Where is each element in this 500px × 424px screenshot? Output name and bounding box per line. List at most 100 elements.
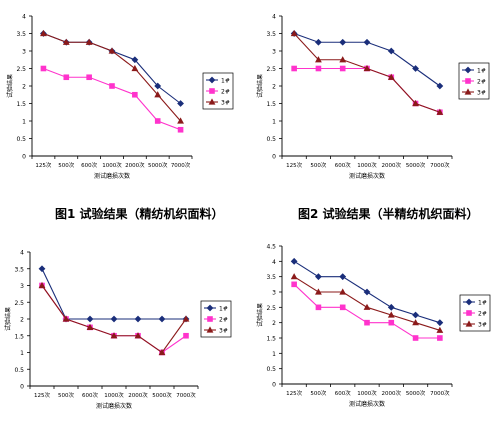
- data-point: [154, 91, 162, 98]
- data-point: [132, 91, 138, 98]
- data-point: [436, 108, 444, 115]
- data-point: [364, 319, 370, 326]
- data-point: [339, 38, 347, 46]
- x-tick-label: 1000次: [357, 389, 377, 397]
- series-3: [290, 273, 444, 333]
- y-tick-label: 2: [22, 84, 26, 91]
- data-point: [315, 288, 322, 295]
- data-point: [62, 315, 70, 322]
- data-point: [86, 315, 94, 323]
- data-point: [85, 38, 93, 45]
- chart-1-fine-worsted: 0 0.5 1 1.5 2 2.5 3 3.5 4 125次 500次 600次 1000次 2000次 5…: [6, 14, 234, 180]
- x-tick-label: 5000次: [406, 389, 426, 397]
- data-point: [158, 315, 166, 323]
- series-1: [290, 257, 444, 327]
- y-tick-label: 3: [272, 49, 276, 56]
- x-axis-ticks: 125次 500次 600次 1000次 2000次 5000次 7000次: [281, 384, 453, 397]
- x-tick-label: 600次: [335, 389, 351, 397]
- data-point: [315, 38, 322, 46]
- data-point: [86, 323, 94, 330]
- data-point: [86, 74, 92, 81]
- y-tick-label: 0: [20, 384, 24, 391]
- data-point: [315, 56, 322, 63]
- y-tick-label: 2.5: [14, 300, 24, 307]
- x-tick-label: 125次: [34, 391, 50, 399]
- legend-marker: [208, 76, 216, 84]
- y-tick-label: 0.5: [266, 366, 276, 373]
- series-2: [40, 65, 184, 133]
- data-point: [388, 319, 395, 326]
- y-axis-title: 试验结果: [6, 74, 14, 98]
- y-tick-label: 4.5: [266, 244, 276, 251]
- data-point: [387, 73, 395, 80]
- series-3: [38, 281, 190, 356]
- y-tick-label: 1: [22, 119, 26, 126]
- y-tick-label: 2.5: [16, 66, 26, 73]
- y-axis-ticks: 0 0.5 1 1.5 2 2.5 3 3.5 4: [14, 250, 30, 391]
- x-tick-label: 2000次: [125, 161, 145, 169]
- y-tick-label: 1: [20, 350, 24, 357]
- y-tick-label: 0: [272, 382, 276, 389]
- y-tick-label: 3.5: [14, 266, 24, 273]
- data-point: [134, 315, 142, 323]
- y-tick-label: 1.5: [14, 333, 24, 340]
- y-tick-label: 4: [20, 250, 24, 257]
- data-point: [339, 56, 347, 63]
- legend-marker: [209, 88, 215, 94]
- y-tick-label: 0.5: [266, 136, 276, 143]
- x-tick-label: 5000次: [148, 161, 168, 169]
- legend-marker: [206, 326, 214, 333]
- x-axis-title: 测试磨损次数: [96, 402, 132, 410]
- x-axis-title: 测试磨损次数: [94, 172, 130, 180]
- x-tick-label: 1000次: [357, 161, 377, 169]
- x-tick-label: 1000次: [104, 391, 124, 399]
- legend-marker: [465, 320, 473, 327]
- data-point: [363, 288, 371, 296]
- x-tick-label: 600次: [81, 161, 97, 169]
- data-point: [108, 47, 116, 54]
- chart-4: 0 0.5 1 1.5 2 2.5 3 3.5 4 4.5 125次 500次 600次 1000次 200…: [256, 244, 491, 408]
- series-1: [40, 30, 184, 107]
- y-tick-label: 0.5: [16, 136, 26, 143]
- x-tick-label: 500次: [310, 161, 326, 169]
- data-point: [291, 65, 297, 72]
- y-tick-label: 2.5: [266, 66, 276, 73]
- x-tick-label: 2000次: [382, 389, 402, 397]
- x-tick-label: 1000次: [102, 161, 122, 169]
- data-point: [131, 56, 139, 64]
- data-point: [134, 332, 142, 339]
- data-point: [38, 281, 46, 289]
- legend-marker: [464, 88, 472, 95]
- y-tick-label: 2: [272, 320, 276, 327]
- data-point: [363, 38, 371, 46]
- data-point: [40, 65, 47, 72]
- series-1: [290, 30, 444, 90]
- data-point: [291, 281, 297, 288]
- data-point: [436, 326, 444, 333]
- data-point: [436, 319, 444, 327]
- x-tick-label: 500次: [58, 391, 74, 399]
- x-axis-ticks: 125次 500次 600次 1000次 2000次 5000次 7000次: [281, 156, 453, 169]
- legend-marker: [208, 98, 216, 105]
- x-tick-label: 7000次: [430, 161, 450, 169]
- series-line-1: [41, 268, 186, 320]
- legend: 1# 2# 3#: [200, 300, 232, 338]
- y-tick-label: 3: [22, 49, 26, 56]
- x-axis-ticks: 125次 500次 600次 1000次 2000次 5000次 7000次: [29, 386, 199, 399]
- data-point: [363, 303, 371, 310]
- data-point: [412, 99, 419, 107]
- legend-label: 1#: [478, 300, 487, 307]
- x-tick-label: 5000次: [406, 161, 426, 169]
- data-point: [177, 126, 184, 133]
- y-tick-label: 3: [272, 290, 276, 297]
- legend: 1# 2# 3#: [458, 62, 490, 100]
- y-axis-ticks: 0 0.5 1 1.5 2 2.5 3 3.5 4 4.5: [266, 244, 282, 389]
- y-tick-label: 1.5: [266, 101, 276, 108]
- y-axis-title: 试验结果: [256, 74, 264, 98]
- x-tick-label: 500次: [58, 161, 74, 169]
- x-tick-label: 7000次: [176, 391, 196, 399]
- legend-label: 2#: [221, 89, 230, 96]
- legend-marker: [207, 316, 213, 322]
- data-point: [315, 304, 322, 311]
- data-point: [339, 273, 347, 281]
